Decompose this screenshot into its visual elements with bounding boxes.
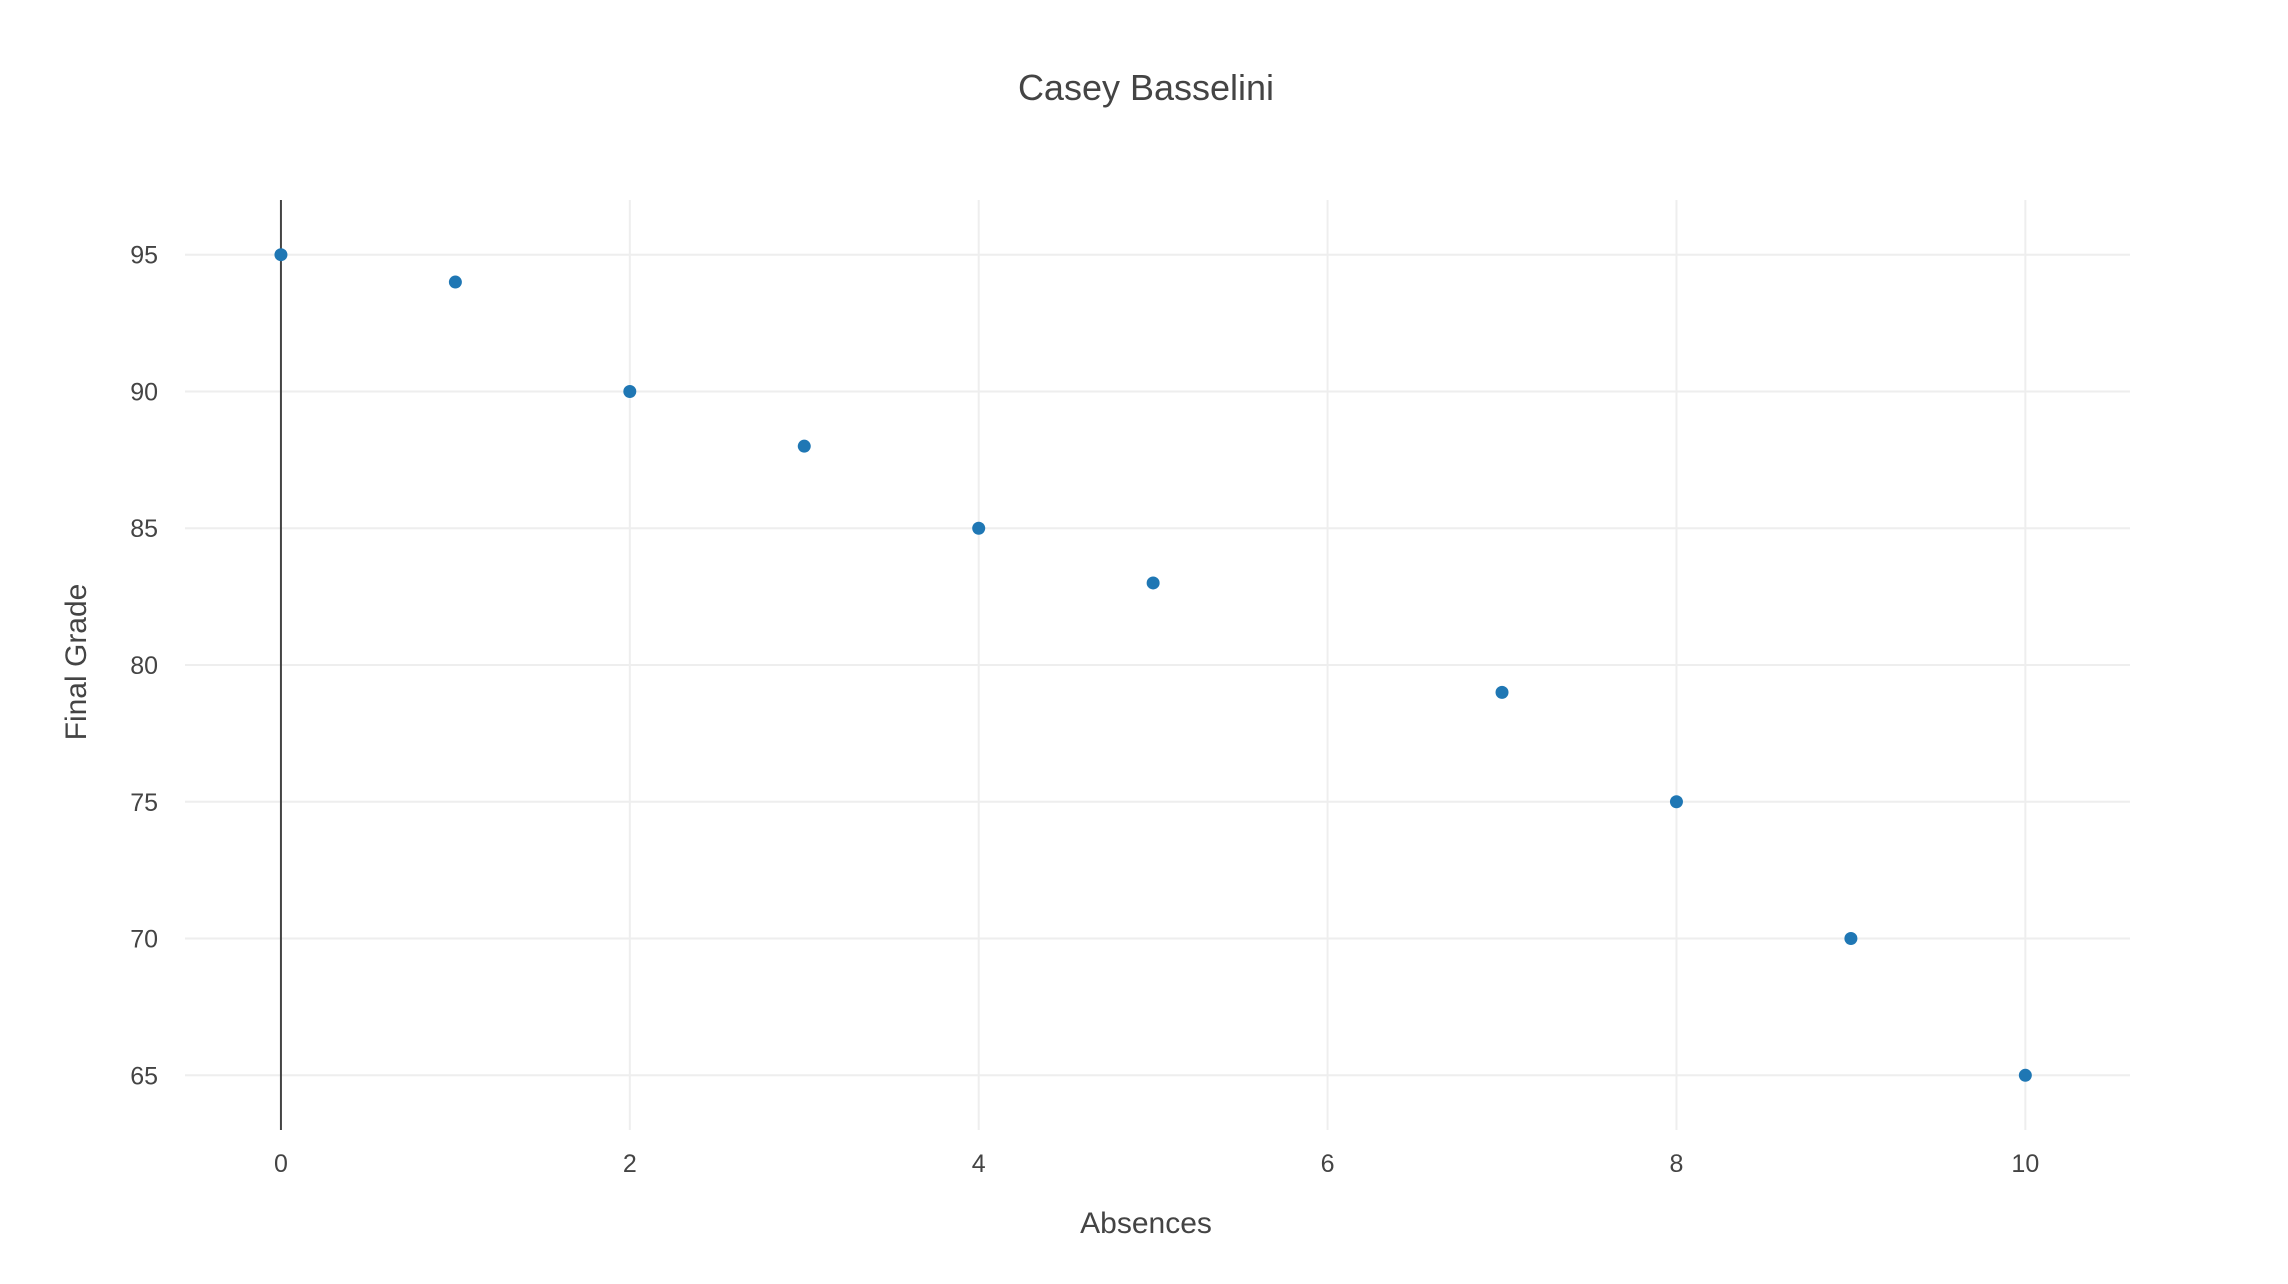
data-point-0[interactable]	[274, 248, 288, 262]
y-tick-label-6: 95	[130, 242, 158, 270]
y-tick-label-1: 70	[130, 926, 158, 954]
y-tick-label-5: 90	[130, 378, 158, 406]
y-tick-labels: 65 70 75 80 85 90 95	[130, 242, 158, 1091]
data-point-1[interactable]	[448, 275, 462, 289]
data-point-2[interactable]	[623, 384, 637, 398]
y-tick-label-2: 75	[130, 789, 158, 817]
x-axis-title: Absences	[1080, 1207, 1212, 1240]
y-axis-title: Final Grade	[60, 584, 93, 741]
y-tick-label-3: 80	[130, 652, 158, 680]
data-point-4[interactable]	[972, 521, 986, 535]
y-gridlines	[185, 253, 2130, 1077]
x-tick-label-0: 0	[274, 1150, 288, 1178]
data-point-8[interactable]	[1844, 932, 1858, 946]
x-tick-label-4: 8	[1670, 1150, 1684, 1178]
data-point-5[interactable]	[1146, 576, 1160, 590]
data-points	[274, 248, 2032, 1082]
x-tick-labels: 0 2 4 6 8 10	[274, 1150, 2039, 1178]
y-tick-label-0: 65	[130, 1062, 158, 1090]
data-point-3[interactable]	[797, 439, 811, 453]
x-tick-label-1: 2	[623, 1150, 637, 1178]
chart-title: Casey Basselini	[1018, 67, 1274, 108]
x-tick-label-5: 10	[2011, 1150, 2039, 1178]
data-point-6[interactable]	[1495, 685, 1509, 699]
x-tick-label-2: 4	[972, 1150, 986, 1178]
y-tick-label-4: 85	[130, 515, 158, 543]
x-tick-label-3: 6	[1321, 1150, 1335, 1178]
data-point-7[interactable]	[1669, 795, 1683, 809]
data-point-9[interactable]	[2018, 1068, 2032, 1082]
